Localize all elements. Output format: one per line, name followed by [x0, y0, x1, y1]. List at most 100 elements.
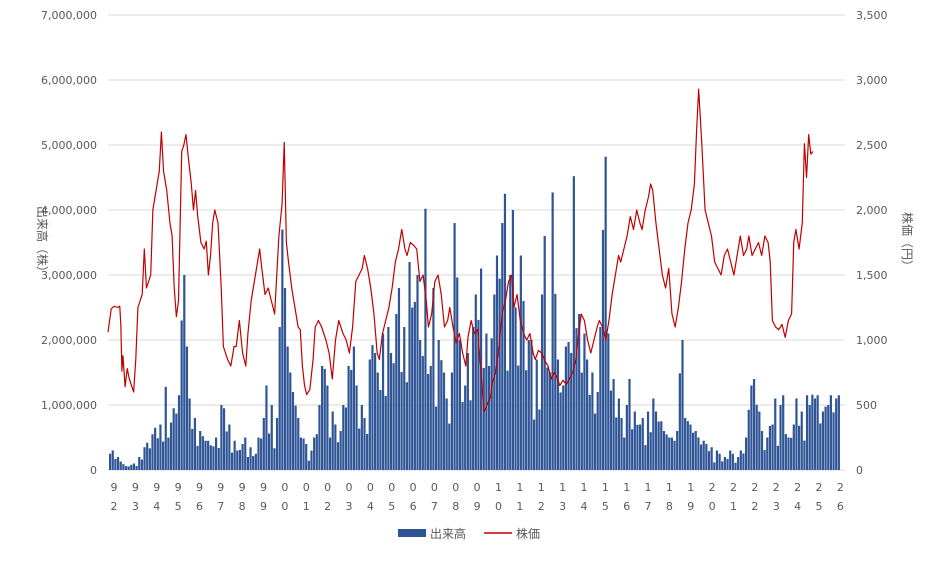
- x-tick-label-bottom: 6: [196, 500, 203, 513]
- volume-bar: [707, 451, 711, 470]
- volume-bar: [260, 438, 263, 470]
- left-tick-label: 3,000,000: [41, 269, 97, 282]
- volume-bar: [326, 385, 329, 470]
- x-tick-label-bottom: 1: [730, 500, 737, 513]
- volume-bar: [535, 359, 538, 470]
- volume-bar: [832, 412, 835, 470]
- volume-bar: [403, 327, 406, 470]
- volume-bar: [143, 447, 146, 470]
- x-tick-label-bottom: 8: [239, 500, 246, 513]
- volume-bar: [819, 423, 822, 470]
- volume-bar: [249, 447, 252, 470]
- volume-bar: [355, 385, 358, 470]
- volume-bar: [612, 379, 615, 470]
- volume-bar: [503, 193, 507, 470]
- volume-bar: [689, 424, 692, 470]
- volume-bar: [159, 424, 162, 470]
- volume-bar: [416, 275, 419, 470]
- volume-bar: [350, 369, 353, 470]
- volume-bar: [567, 342, 570, 470]
- x-tick-label-bottom: 0: [281, 500, 288, 513]
- right-tick-label: 0: [856, 464, 863, 477]
- x-tick-label-top: 0: [324, 481, 331, 494]
- volume-bar: [307, 460, 310, 470]
- volume-bar: [146, 442, 149, 470]
- right-tick-label: 2,000: [856, 204, 888, 217]
- volume-bar: [238, 449, 242, 470]
- volume-bar: [445, 398, 448, 470]
- volume-bar: [633, 411, 636, 470]
- volume-bar: [525, 370, 528, 470]
- volume-bar: [580, 372, 583, 470]
- x-tick-label-top: 9: [239, 481, 246, 494]
- volume-bar: [448, 423, 451, 470]
- x-tick-label-bottom: 4: [367, 500, 374, 513]
- volume-bar: [670, 437, 673, 470]
- volume-bar: [236, 450, 239, 470]
- volume-bar: [684, 418, 687, 470]
- volume-bar: [631, 429, 634, 470]
- volume-bar: [201, 436, 204, 470]
- x-tick-label-top: 9: [175, 481, 182, 494]
- x-tick-label-top: 2: [709, 481, 716, 494]
- right-tick-label: 1,000: [856, 334, 888, 347]
- volume-bar: [559, 392, 562, 470]
- x-tick-label-top: 2: [730, 481, 737, 494]
- volume-bar: [816, 395, 819, 470]
- volume-bar: [360, 405, 363, 470]
- x-tick-label-top: 0: [345, 481, 352, 494]
- volume-bar: [533, 419, 536, 470]
- x-tick-label-top: 9: [153, 481, 160, 494]
- volume-bar: [493, 294, 496, 470]
- volume-bar: [191, 428, 194, 470]
- volume-bar: [376, 372, 379, 470]
- x-tick-label-top: 2: [815, 481, 822, 494]
- volume-bar: [530, 340, 533, 470]
- left-tick-label: 0: [90, 464, 97, 477]
- x-tick-label-bottom: 5: [602, 500, 609, 513]
- volume-bar: [111, 450, 114, 470]
- x-tick-label-bottom: 6: [837, 500, 844, 513]
- volume-bar: [636, 424, 639, 470]
- volume-bar: [127, 466, 130, 470]
- left-tick-label: 5,000,000: [41, 139, 97, 152]
- x-tick-label-bottom: 9: [687, 500, 694, 513]
- x-tick-label-bottom: 2: [538, 500, 545, 513]
- volume-bar: [331, 411, 334, 470]
- volume-bar: [803, 440, 806, 470]
- volume-bar: [209, 445, 212, 470]
- volume-bar: [212, 446, 215, 470]
- legend-label-price: 株価: [516, 526, 540, 541]
- x-tick-label-bottom: 3: [773, 500, 780, 513]
- volume-bar: [617, 398, 620, 470]
- volume-bar: [114, 458, 117, 470]
- volume-bar: [302, 438, 305, 470]
- x-tick-label-top: 1: [516, 481, 523, 494]
- volume-bar: [334, 424, 337, 470]
- x-tick-label-bottom: 2: [751, 500, 758, 513]
- volume-bar: [790, 437, 793, 470]
- volume-bar: [265, 385, 268, 470]
- right-tick-label: 3,000: [856, 74, 888, 87]
- x-tick-label-bottom: 0: [709, 500, 716, 513]
- volume-bar: [185, 346, 189, 470]
- x-tick-label-top: 2: [837, 481, 844, 494]
- volume-bar: [652, 398, 655, 470]
- x-tick-label-top: 1: [623, 481, 630, 494]
- volume-bar: [469, 400, 472, 470]
- volume-bar: [705, 444, 708, 470]
- volume-bar: [352, 346, 355, 470]
- volume-bar: [395, 314, 398, 470]
- volume-bar: [776, 445, 779, 470]
- volume-bar: [429, 366, 432, 470]
- volume-bar: [252, 456, 255, 470]
- volume-bar: [795, 398, 798, 470]
- volume-bar: [339, 431, 342, 470]
- volume-bar: [591, 372, 594, 470]
- volume-bar: [599, 327, 602, 470]
- volume-bar: [132, 463, 136, 470]
- volume-bar: [702, 440, 705, 470]
- right-axis-title: 株価（円）: [900, 212, 915, 272]
- volume-bar: [779, 405, 782, 470]
- volume-bar: [291, 392, 295, 470]
